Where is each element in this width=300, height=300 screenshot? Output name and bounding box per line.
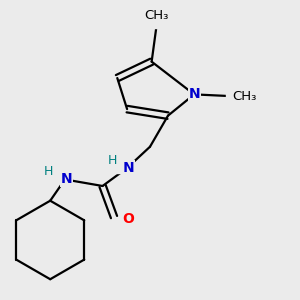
Text: CH₃: CH₃	[144, 9, 169, 22]
Text: CH₃: CH₃	[232, 89, 256, 103]
Text: O: O	[122, 212, 134, 226]
Text: H: H	[44, 165, 53, 178]
Text: H: H	[108, 154, 117, 167]
Text: N: N	[188, 87, 200, 101]
Text: N: N	[123, 161, 134, 175]
Text: N: N	[61, 172, 72, 186]
